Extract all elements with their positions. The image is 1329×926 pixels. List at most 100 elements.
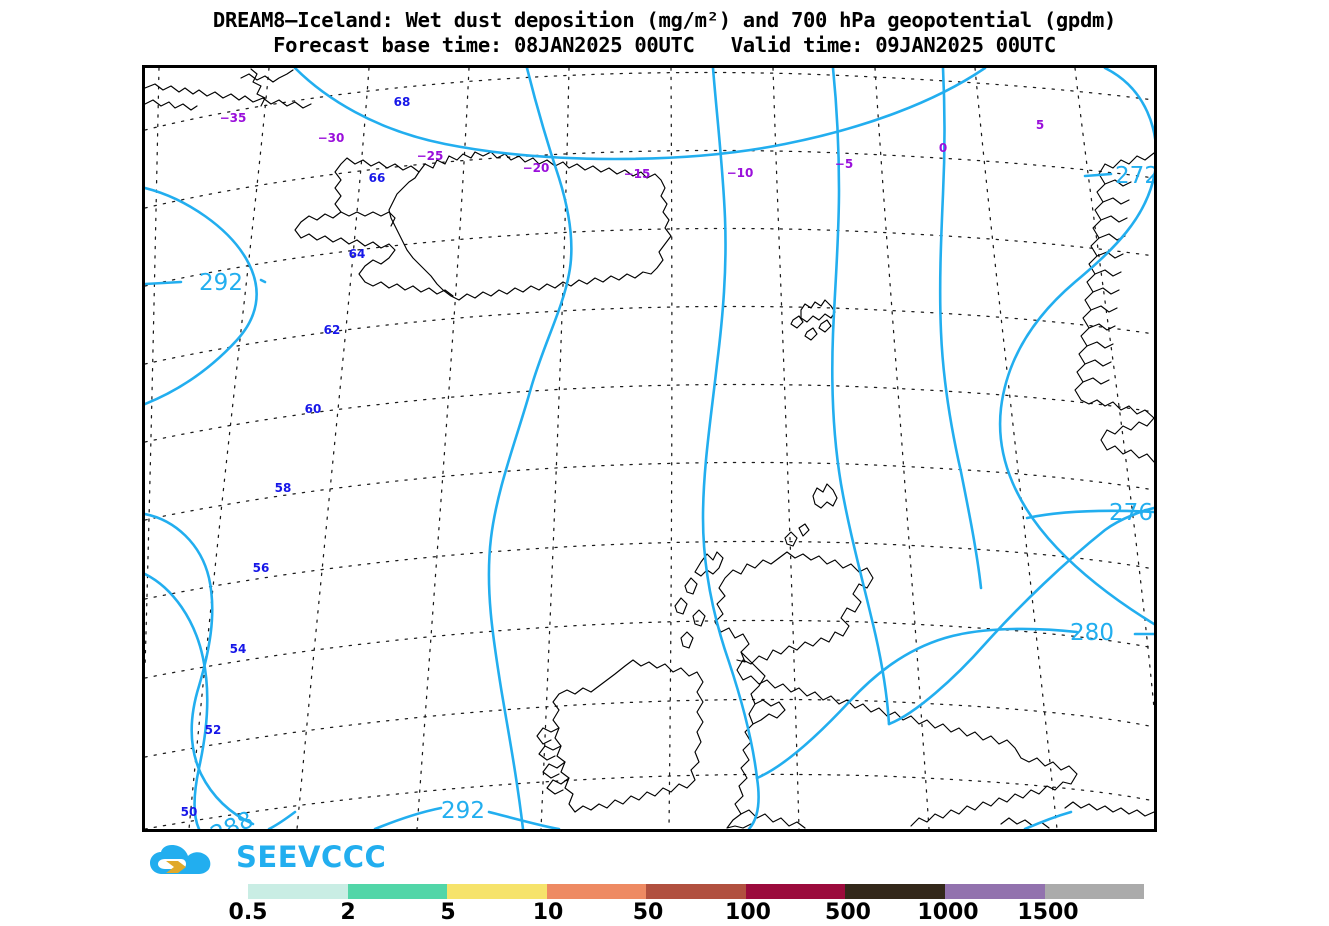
lon-label-m35: −35 bbox=[220, 111, 247, 125]
contour-label-280: 280 bbox=[1070, 620, 1114, 646]
lat-label-66: 66 bbox=[369, 171, 386, 185]
lat-label-64: 64 bbox=[349, 247, 366, 261]
colorbar-segment-7 bbox=[944, 884, 1045, 899]
contour-280 bbox=[755, 627, 1079, 780]
lon-label-m10: −10 bbox=[727, 166, 754, 180]
coastline-hebrides bbox=[674, 551, 724, 649]
contour-meridional-3 bbox=[830, 68, 891, 726]
lat-label-62: 62 bbox=[324, 323, 341, 337]
chart-title-block: DREAM8—Iceland: Wet dust deposition (mg/… bbox=[0, 10, 1329, 58]
contour-292-west-b bbox=[145, 280, 183, 286]
graticule-longitude-lines bbox=[145, 68, 1154, 829]
coastline-iceland-south bbox=[412, 285, 454, 297]
lon-label-m5: −5 bbox=[835, 157, 853, 171]
lon-label-m30: −30 bbox=[318, 131, 345, 145]
coastline-ireland bbox=[552, 659, 704, 813]
map-plot-area: 68 66 64 62 60 58 56 54 52 50 −35 −30 −2… bbox=[142, 65, 1157, 832]
seevccc-logo: SEEVCCC bbox=[148, 836, 398, 878]
lat-label-60: 60 bbox=[305, 402, 322, 416]
contour-272-label-gap bbox=[1083, 172, 1113, 178]
colorbar-segment-3 bbox=[546, 884, 647, 899]
colorbar-segment-8 bbox=[1044, 884, 1145, 899]
lat-label-68: 68 bbox=[394, 95, 411, 109]
colorbar-label-8: 1500 bbox=[1017, 900, 1079, 925]
coastline-norway-south bbox=[1100, 417, 1154, 463]
contour-top-sweep bbox=[293, 68, 987, 161]
lon-label-m25: −25 bbox=[417, 149, 444, 163]
latitude-labels: 68 66 64 62 60 58 56 54 52 50 bbox=[181, 95, 411, 819]
geopotential-contours bbox=[145, 68, 1154, 829]
colorbar-segment-0 bbox=[248, 884, 348, 899]
contour-288 bbox=[145, 512, 255, 826]
colorbar-segment-5 bbox=[745, 884, 846, 899]
coastline-norway-fjords bbox=[1082, 179, 1132, 385]
coastlines bbox=[145, 68, 1154, 829]
contour-292-west-c bbox=[259, 278, 267, 284]
coastline-iceland bbox=[388, 151, 672, 301]
colorbar-labels: 0.5 2 5 10 50 100 500 1000 1500 bbox=[214, 900, 1174, 926]
contour-meridional-2 bbox=[701, 68, 760, 829]
lat-label-56: 56 bbox=[253, 561, 270, 575]
colorbar-segment-6 bbox=[845, 884, 945, 899]
longitude-labels: −35 −30 −25 −20 −15 −10 −5 0 5 bbox=[220, 111, 1045, 181]
lon-label-m20: −20 bbox=[523, 161, 550, 175]
coastline-shetland bbox=[812, 483, 838, 509]
contour-label-272: 272 bbox=[1115, 163, 1154, 189]
contour-292-bottom bbox=[145, 572, 209, 829]
coastline-ireland-west-bays bbox=[536, 727, 570, 795]
coastline-norway bbox=[1074, 152, 1154, 419]
lon-label-m15: −15 bbox=[624, 167, 651, 181]
contour-central-iceland bbox=[487, 68, 573, 829]
lon-label-5: 5 bbox=[1036, 118, 1044, 132]
contour-label-292-west: 292 bbox=[199, 270, 243, 296]
contour-label-292-bottom: 292 bbox=[441, 798, 485, 824]
contour-bottom-right-fragment bbox=[1023, 810, 1073, 829]
contour-292-west bbox=[145, 186, 258, 406]
contour-292-bottom-right bbox=[373, 806, 443, 829]
coastline-france-north bbox=[1000, 801, 1154, 829]
lon-label-0: 0 bbox=[939, 141, 947, 155]
contour-288-b bbox=[267, 810, 297, 829]
logo-text: SEEVCCC bbox=[236, 839, 387, 874]
colorbar-strip bbox=[248, 884, 1145, 899]
coastline-faroe-islands bbox=[790, 299, 836, 341]
title-line-1: DREAM8—Iceland: Wet dust deposition (mg/… bbox=[212, 8, 1117, 32]
colorbar-label-5: 100 bbox=[725, 900, 771, 925]
colorbar-label-3: 10 bbox=[532, 900, 564, 925]
coastline-iceland-nw-fjords bbox=[334, 157, 420, 227]
coastline-greenland bbox=[145, 69, 312, 111]
coastline-greenland-detail bbox=[250, 68, 266, 107]
lat-label-54: 54 bbox=[230, 642, 247, 656]
lat-label-50: 50 bbox=[181, 805, 198, 819]
contour-label-276: 276 bbox=[1109, 500, 1153, 526]
contour-272-lobe bbox=[998, 68, 1154, 626]
colorbar-label-2: 5 bbox=[440, 900, 456, 925]
colorbar-label-4: 50 bbox=[632, 900, 664, 925]
contour-labels: 292 288 292 272 276 280 bbox=[199, 163, 1154, 829]
coastline-scotland-west-highlands bbox=[714, 557, 780, 663]
colorbar-segment-1 bbox=[347, 884, 448, 899]
cloud-icon bbox=[150, 845, 211, 874]
colorbar-label-6: 500 bbox=[825, 900, 871, 925]
colorbar-label-0: 0.5 bbox=[228, 900, 268, 925]
coastline-orkney bbox=[784, 523, 810, 547]
contour-meridional-4 bbox=[938, 68, 983, 590]
contour-276 bbox=[887, 506, 1154, 726]
lat-label-58: 58 bbox=[275, 481, 292, 495]
coastline-iceland-west-peninsula bbox=[294, 211, 414, 291]
graticule-latitude-lines bbox=[145, 71, 1154, 829]
coastline-england-west bbox=[734, 651, 806, 829]
colorbar-segment-2 bbox=[447, 884, 547, 899]
coastline-wales-peninsula bbox=[752, 699, 786, 725]
coastline-cornwall bbox=[726, 813, 752, 829]
colorbar-label-7: 1000 bbox=[917, 900, 979, 925]
coastline-england-wales bbox=[814, 691, 1078, 827]
contour-292-bottom-right2 bbox=[487, 810, 561, 829]
title-line-2: Forecast base time: 08JAN2025 00UTC Vali… bbox=[273, 32, 1056, 57]
lat-label-52: 52 bbox=[205, 723, 222, 737]
contour-276-right bbox=[1025, 509, 1154, 520]
map-canvas: 68 66 64 62 60 58 56 54 52 50 −35 −30 −2… bbox=[145, 68, 1154, 829]
colorbar: 0.5 2 5 10 50 100 500 1000 1500 bbox=[214, 884, 1174, 926]
colorbar-segment-4 bbox=[646, 884, 746, 899]
colorbar-label-1: 2 bbox=[340, 900, 356, 925]
